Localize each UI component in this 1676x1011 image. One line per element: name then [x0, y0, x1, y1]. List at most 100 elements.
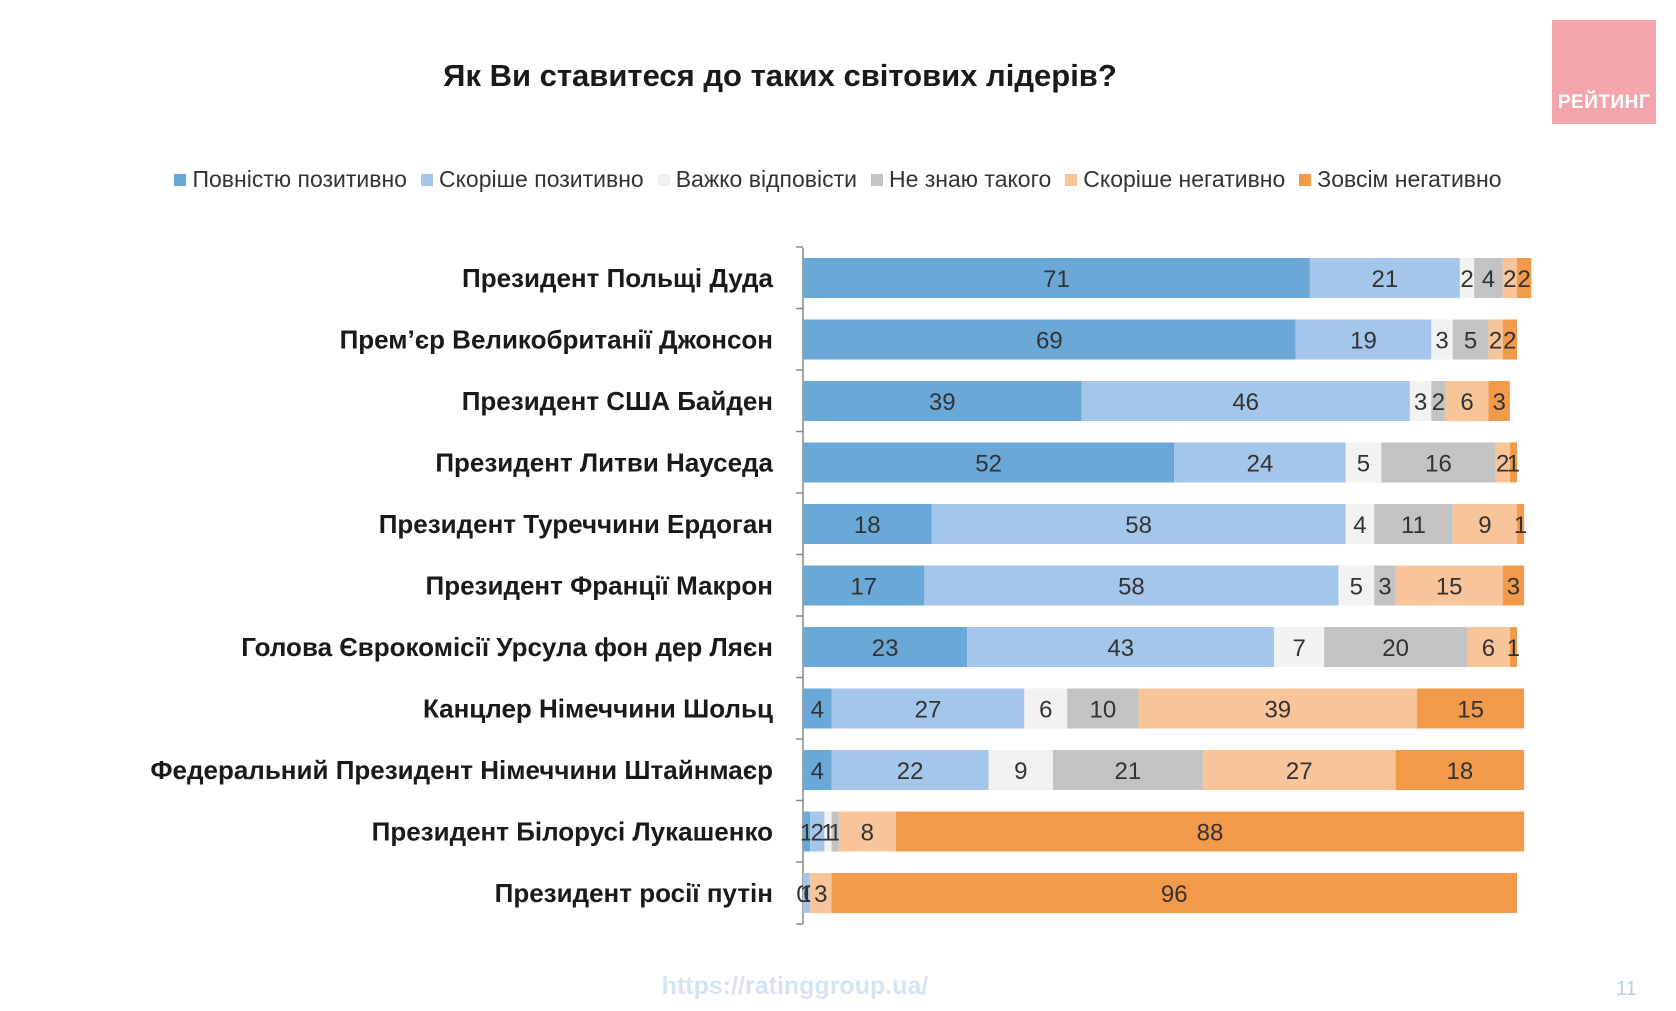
- category-label: Президент США Байден: [462, 386, 773, 416]
- data-label: 21: [1372, 266, 1399, 293]
- bar-segment: [931, 504, 1346, 544]
- data-label: 27: [1286, 758, 1313, 785]
- bar-segment: [1488, 319, 1503, 360]
- data-label: 15: [1457, 697, 1484, 724]
- bar-segment: [1174, 442, 1346, 483]
- data-label: 2: [1460, 266, 1473, 293]
- category-label: Голова Єврокомісії Урсула фон дер Ляєн: [241, 632, 773, 662]
- data-label: 9: [1478, 512, 1491, 539]
- data-label: 3: [1492, 389, 1505, 416]
- category-label: Канцлер Німеччини Шольц: [423, 694, 773, 724]
- bar-segment: [988, 750, 1053, 790]
- bar-segment: [1502, 565, 1525, 606]
- legend-label: Скоріше негативно: [1083, 166, 1286, 192]
- bar-segment: [1374, 565, 1396, 606]
- bar-segment: [924, 565, 1339, 606]
- bar-segment: [810, 873, 832, 913]
- bar-segment: [1509, 442, 1517, 483]
- data-label: 7: [1293, 635, 1306, 662]
- data-label: 1: [800, 820, 813, 847]
- data-label: 19: [1350, 328, 1377, 355]
- bar-segment: [831, 750, 989, 790]
- data-label: 71: [1043, 266, 1070, 293]
- bar-segment: [1509, 627, 1517, 667]
- data-label: 39: [1264, 697, 1291, 724]
- bar-segment: [1488, 381, 1510, 421]
- data-label: 22: [897, 758, 924, 785]
- bar-segment: [1395, 750, 1525, 790]
- data-label: 18: [1447, 758, 1474, 785]
- bar-segment: [1517, 504, 1525, 544]
- data-label: 8: [861, 820, 874, 847]
- bar-segment: [810, 811, 825, 852]
- bar-segment: [1324, 627, 1468, 667]
- footer-url[interactable]: https://ratinggroup.ua/: [661, 972, 929, 1000]
- data-label: 58: [1118, 574, 1145, 601]
- data-label: 6: [1482, 635, 1495, 662]
- legend-label: Повністю позитивно: [192, 166, 407, 192]
- chart-legend: Повністю позитивно Скоріше позитивно Важко…: [0, 166, 1676, 193]
- bar-segment: [1459, 258, 1475, 298]
- bar-segment: [1452, 319, 1489, 360]
- data-label: 21: [1115, 758, 1142, 785]
- category-label: Президент Франції Макрон: [426, 571, 773, 601]
- data-label: 69: [1036, 328, 1063, 355]
- bar-segment: [967, 627, 1275, 667]
- category-label: Президент Литви Науседа: [435, 448, 773, 478]
- data-label: 6: [1039, 697, 1052, 724]
- legend-item: Повністю позитивно: [174, 166, 407, 193]
- data-label: 4: [1353, 512, 1366, 539]
- data-label: 11: [1401, 512, 1426, 539]
- category-label: Президент Білорусі Лукашенко: [372, 817, 773, 847]
- bar-segment: [1417, 688, 1525, 729]
- data-label: 2: [1503, 266, 1516, 293]
- data-label: 20: [1382, 635, 1409, 662]
- data-label: 16: [1425, 451, 1452, 478]
- data-label: 4: [811, 758, 824, 785]
- legend-item: Скоріше негативно: [1065, 166, 1285, 193]
- bar-segment: [1495, 442, 1510, 483]
- bar-segment: [1517, 258, 1532, 298]
- data-label: 39: [929, 389, 956, 416]
- bar-segment: [1452, 504, 1517, 544]
- data-label: 2: [1489, 328, 1502, 355]
- bar-segment: [1381, 442, 1496, 483]
- bar-segment: [1409, 381, 1432, 421]
- bar-segment: [838, 811, 896, 852]
- legend-swatch: [1065, 173, 1078, 186]
- bar-segment: [803, 750, 832, 790]
- bar-segment: [803, 381, 1082, 421]
- data-label: 10: [1090, 697, 1117, 724]
- category-label: Президент Туреччини Ердоган: [379, 509, 773, 539]
- bar-segment: [1309, 258, 1460, 298]
- bar-segment: [1295, 319, 1432, 360]
- bar-segment: [831, 688, 1025, 729]
- bar-segment: [803, 258, 1310, 298]
- data-label: 96: [1161, 881, 1188, 908]
- data-label: 27: [915, 697, 942, 724]
- legend-swatch: [1299, 173, 1312, 186]
- data-label: 17: [850, 574, 877, 601]
- category-label: Президент Польщі Дуда: [462, 263, 774, 293]
- data-label: 1: [821, 820, 834, 847]
- bar-segment: [1138, 688, 1418, 729]
- bar-segment: [1345, 442, 1382, 483]
- data-label: 5: [1464, 328, 1477, 355]
- data-label: 1: [1507, 451, 1520, 478]
- bar-segment: [803, 627, 968, 667]
- bar-segment: [803, 442, 1175, 483]
- data-label: 2: [1517, 266, 1530, 293]
- data-label: 24: [1247, 451, 1274, 478]
- data-label: 58: [1125, 512, 1152, 539]
- data-label: 1: [828, 820, 841, 847]
- bar-segment: [803, 688, 832, 729]
- chart-title: Як Ви ставитеся до таких світових лідері…: [443, 58, 1117, 93]
- bar-segment: [1081, 381, 1410, 421]
- legend-swatch: [657, 173, 670, 186]
- bar-segment: [1467, 627, 1510, 667]
- data-label: 5: [1357, 451, 1370, 478]
- bar-segment: [803, 504, 932, 544]
- logo-text: РЕЙТИНГ: [1557, 92, 1651, 113]
- category-label: Федеральний Президент Німеччини Штайнмає…: [150, 755, 773, 785]
